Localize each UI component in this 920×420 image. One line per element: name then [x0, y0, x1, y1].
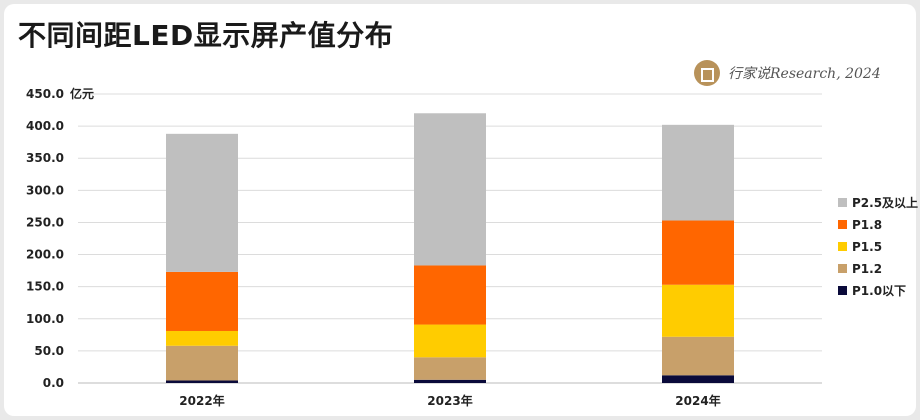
bar-segment — [414, 379, 486, 383]
legend-swatch — [838, 264, 847, 273]
x-tick-label: 2024年 — [675, 393, 720, 408]
y-tick-label: 400.0 — [26, 119, 64, 133]
y-tick-label: 200.0 — [26, 248, 64, 262]
bar-segment — [166, 271, 238, 331]
y-tick-label: 250.0 — [26, 215, 64, 229]
legend-label: P1.2 — [852, 262, 882, 276]
y-tick-label: 450.0 — [26, 87, 64, 101]
y-tick-label: 50.0 — [34, 344, 64, 358]
bar-segment — [662, 336, 734, 376]
bar-segment — [414, 324, 486, 358]
bar-segment — [662, 124, 734, 221]
x-tick-label: 2023年 — [427, 393, 472, 408]
bar-segment — [414, 113, 486, 266]
bar-segment — [166, 330, 238, 346]
legend-swatch — [838, 220, 847, 229]
bar-segment — [166, 380, 238, 383]
y-tick-label: 150.0 — [26, 280, 64, 294]
bar-segment — [414, 265, 486, 325]
legend-label: P1.0以下 — [852, 284, 906, 298]
legend-swatch — [838, 286, 847, 295]
bar-segment — [662, 375, 734, 383]
bar-segment — [166, 133, 238, 272]
bar-segment — [414, 357, 486, 380]
y-tick-label: 100.0 — [26, 312, 64, 326]
bar-segment — [662, 220, 734, 285]
chart-title: 不同间距LED显示屏产值分布 — [18, 19, 394, 52]
brand-text: 行家说Research, 2024 — [728, 66, 881, 82]
bar-segment — [662, 284, 734, 337]
bar-segment — [166, 345, 238, 381]
x-tick-label: 2022年 — [179, 393, 224, 408]
brand-logo-icon — [694, 60, 720, 86]
y-tick-label: 350.0 — [26, 151, 64, 165]
brand-watermark: 行家说Research, 2024 — [694, 60, 881, 86]
y-tick-label: 300.0 — [26, 183, 64, 197]
legend-swatch — [838, 198, 847, 207]
y-axis-label: 亿元 — [70, 86, 94, 101]
y-tick-label: 0.0 — [43, 376, 64, 390]
legend-swatch — [838, 242, 847, 251]
legend-label: P1.8 — [852, 218, 882, 232]
legend-label: P2.5及以上 — [852, 195, 918, 210]
legend-label: P1.5 — [852, 240, 882, 254]
